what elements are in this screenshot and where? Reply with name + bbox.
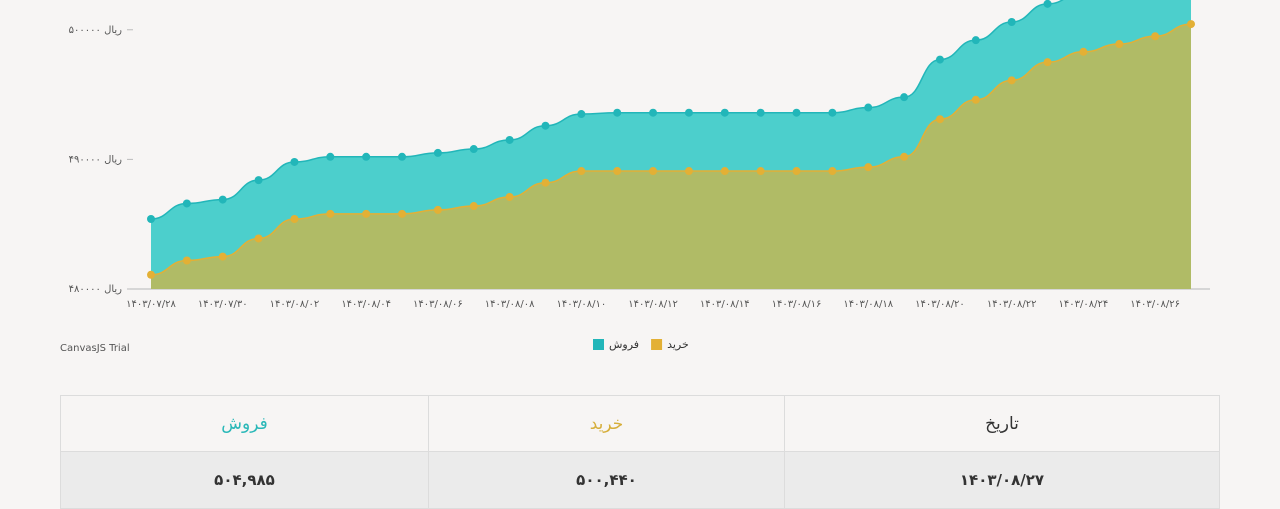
- marker: [433, 205, 442, 214]
- marker: [1043, 58, 1052, 67]
- marker: [541, 121, 550, 130]
- marker: [469, 202, 478, 211]
- marker: [398, 152, 407, 161]
- marker: [398, 209, 407, 218]
- marker: [864, 103, 873, 112]
- x-tick-label: ۱۴۰۳/۰۸/۱۰: [556, 299, 606, 310]
- y-tick-label: ۴۸۰۰۰۰ ریال: [69, 284, 123, 295]
- x-tick-label: ۱۴۰۳/۰۸/۲۲: [987, 299, 1037, 310]
- marker: [684, 167, 693, 176]
- marker: [433, 148, 442, 157]
- marker: [218, 252, 227, 261]
- marker: [326, 152, 335, 161]
- marker: [1079, 47, 1088, 56]
- marker: [756, 167, 765, 176]
- cell: ۵۰۰,۴۴۰: [428, 451, 785, 509]
- marker: [613, 167, 622, 176]
- marker: [182, 199, 191, 208]
- legend-swatch: [651, 339, 663, 350]
- legend-swatch: [593, 339, 604, 350]
- marker: [505, 135, 514, 144]
- marker: [684, 108, 693, 117]
- x-tick-label: ۱۴۰۳/۰۸/۱۲: [628, 299, 678, 310]
- y-tick-label: ۴۹۰۰۰۰ ریال: [69, 154, 123, 165]
- marker: [577, 110, 586, 119]
- y-tick-label: ۵۰۰۰۰۰ ریال: [69, 25, 123, 36]
- marker: [1007, 76, 1016, 85]
- x-tick-label: ۱۴۰۳/۰۷/۳۰: [198, 299, 248, 310]
- x-tick-label: ۱۴۰۳/۰۸/۰۶: [413, 299, 463, 310]
- marker: [469, 145, 478, 154]
- x-tick-label: ۱۴۰۳/۰۷/۲۸: [126, 299, 176, 310]
- marker: [362, 209, 371, 218]
- marker: [935, 115, 944, 124]
- marker: [900, 93, 909, 102]
- marker: [1187, 20, 1195, 29]
- marker: [1043, 0, 1052, 8]
- marker: [254, 176, 263, 185]
- marker: [935, 55, 944, 64]
- marker: [362, 152, 371, 161]
- x-tick-label: ۱۴۰۳/۰۸/۲۴: [1059, 299, 1109, 310]
- marker: [792, 167, 801, 176]
- marker: [254, 234, 263, 243]
- legend-label: فروش: [609, 338, 639, 351]
- marker: [326, 209, 335, 218]
- marker: [792, 108, 801, 117]
- marker: [290, 157, 299, 166]
- x-tick-label: ۱۴۰۳/۰۸/۱۴: [700, 299, 750, 310]
- marker: [756, 108, 765, 117]
- marker: [720, 108, 729, 117]
- marker: [1115, 40, 1124, 49]
- marker: [147, 215, 155, 224]
- marker: [1151, 32, 1160, 41]
- x-tick-label: ۱۴۰۳/۰۸/۲۰: [915, 299, 965, 310]
- x-tick-label: ۱۴۰۳/۰۸/۰۸: [485, 299, 535, 310]
- marker: [505, 192, 514, 201]
- marker: [828, 108, 837, 117]
- area: [151, 24, 1191, 289]
- chart: CanvasJS Trial ۴۸۰۰۰۰ ریال ۴۹۰۰۰۰ ریال ۵۰۰…: [60, 0, 1210, 354]
- cell: ۱۴۰۳/۰۸/۲۷: [784, 451, 1220, 509]
- header-cell: تاریخ: [784, 395, 1220, 452]
- marker: [971, 95, 980, 104]
- credit: CanvasJS Trial: [60, 343, 130, 354]
- cell: ۵۰۴,۹۸۵: [60, 451, 429, 509]
- marker: [182, 256, 191, 265]
- marker: [577, 167, 586, 176]
- marker: [649, 108, 658, 117]
- marker: [720, 167, 729, 176]
- marker: [218, 195, 227, 204]
- marker: [147, 270, 155, 279]
- x-tick-label: ۱۴۰۳/۰۸/۲۶: [1130, 299, 1180, 310]
- legend-label: خرید: [667, 338, 689, 351]
- marker: [828, 167, 837, 176]
- marker: [900, 152, 909, 161]
- x-tick-label: ۱۴۰۳/۰۸/۰۴: [341, 299, 391, 310]
- marker: [541, 178, 550, 187]
- marker: [613, 108, 622, 117]
- marker: [971, 36, 980, 45]
- x-tick-label: ۱۴۰۳/۰۸/۰۲: [270, 299, 320, 310]
- header-cell: خرید: [428, 395, 785, 452]
- marker: [649, 167, 658, 176]
- marker: [290, 215, 299, 224]
- data-table: فروش خرید تاریخ ۵۰۴,۹۸۵ ۵۰۰,۴۴۰ ۱۴۰۳/۰۸/…: [60, 395, 1220, 509]
- body-row: ۵۰۴,۹۸۵ ۵۰۰,۴۴۰ ۱۴۰۳/۰۸/۲۷: [60, 451, 1220, 509]
- x-tick-label: ۱۴۰۳/۰۸/۱۶: [772, 299, 822, 310]
- header-cell: فروش: [60, 395, 429, 452]
- header-row: فروش خرید تاریخ: [60, 395, 1220, 452]
- marker: [1007, 18, 1016, 26]
- x-tick-label: ۱۴۰۳/۰۸/۱۸: [843, 299, 893, 310]
- marker: [864, 163, 873, 172]
